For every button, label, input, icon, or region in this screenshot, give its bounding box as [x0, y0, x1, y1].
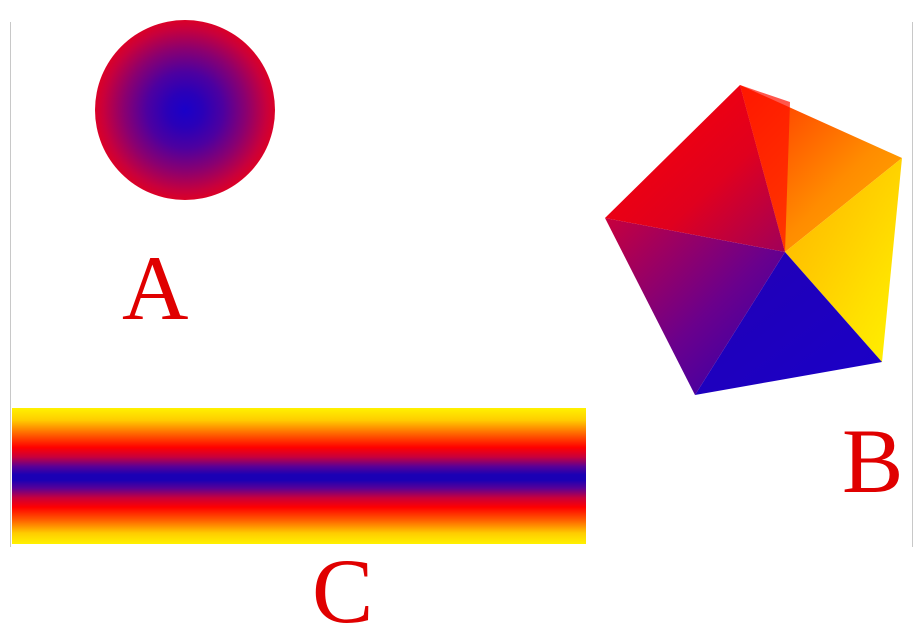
pentagon-segment-lower-left [605, 218, 785, 395]
label-a: A [122, 237, 189, 339]
pentagon-segment-right [785, 158, 902, 362]
label-b: B [842, 410, 904, 512]
label-c: C [312, 540, 374, 642]
linear-gradient-bar [12, 408, 586, 544]
pentagon-segment-blue [695, 252, 882, 395]
left-frame-line [10, 22, 11, 547]
right-frame-line [912, 22, 913, 547]
angular-gradient-pentagon [605, 85, 902, 395]
pentagon-segment-top-blend [740, 85, 790, 252]
radial-gradient-circle [95, 20, 275, 200]
pentagon-segment-upper-left [605, 85, 785, 252]
